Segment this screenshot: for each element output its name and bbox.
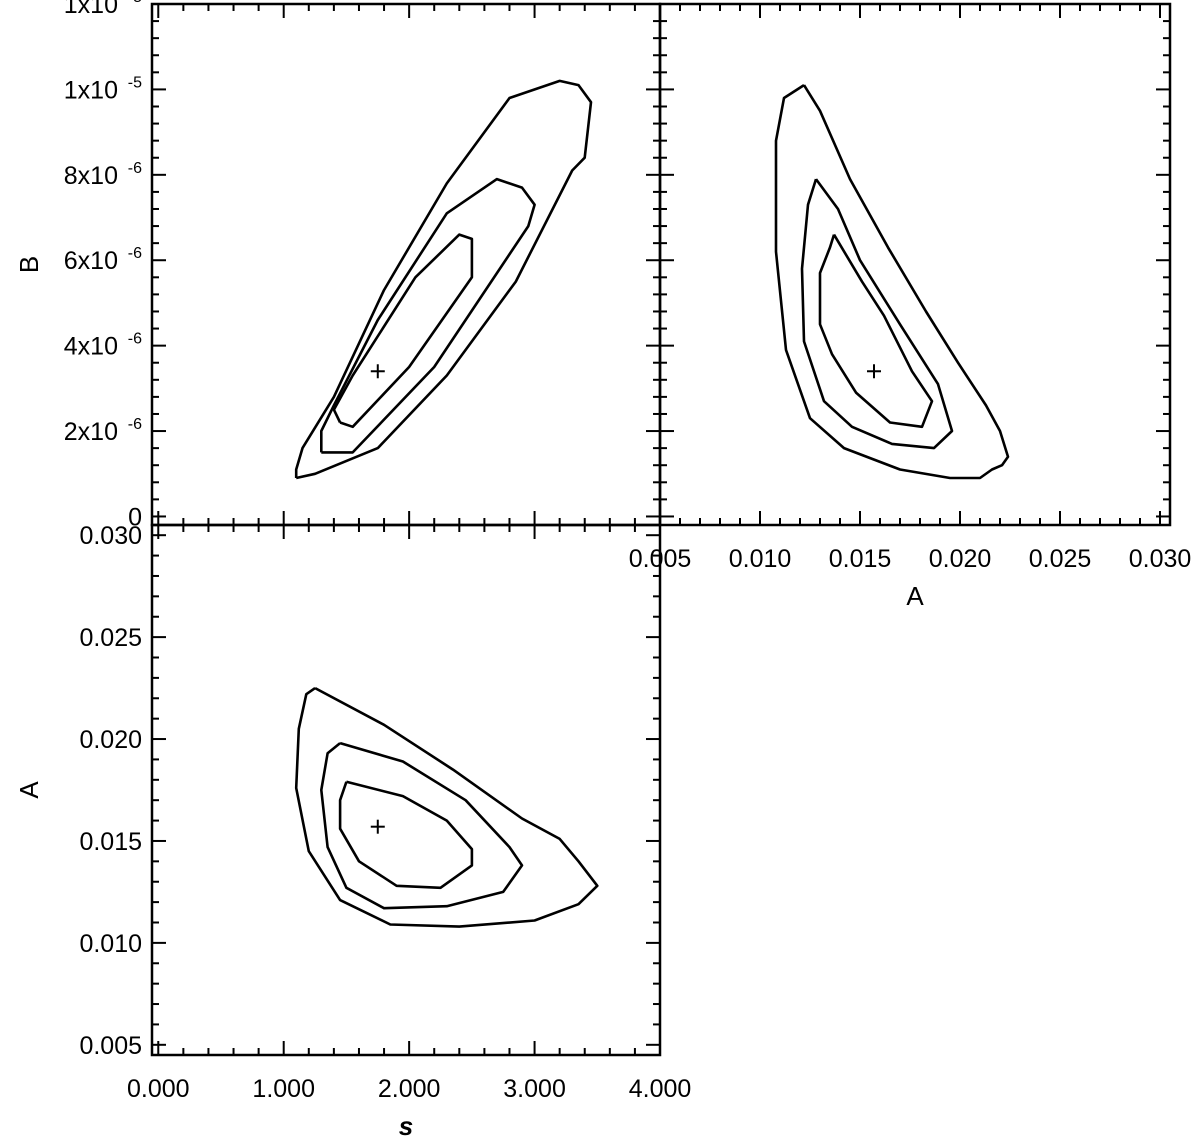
y-tick-label: 0.010 (79, 930, 142, 958)
x-tick-label: 2.000 (378, 1075, 441, 1103)
panel-s-vs-a: 0.005 0.010 0.015 0.020 0.025 0.030 0.000 1.000… (14, 522, 691, 1136)
x-tick-label: 3.000 (503, 1075, 566, 1103)
y-tick-exponent: -6 (128, 160, 142, 177)
plot-frame (658, 2, 1172, 527)
y-tick-label: 0.020 (79, 726, 142, 754)
x-tick-label: 0.010 (729, 545, 792, 573)
contour-inner (338, 780, 474, 890)
contour-middle (319, 177, 536, 454)
contour-middle (800, 178, 954, 450)
y-tick-label: 4x10 (64, 333, 118, 361)
x-tick-label: 0.000 (127, 1075, 190, 1103)
y-tick-exponent: -6 (128, 245, 142, 262)
x-tick-label: 0.030 (1129, 545, 1192, 573)
y-axis-title: A (14, 781, 44, 799)
y-tick-label: 8x10 (64, 162, 118, 190)
y-tick-label: 0.015 (79, 828, 142, 856)
x-tick-label: 0.015 (829, 545, 892, 573)
y-tick-exponent: -5 (128, 74, 142, 91)
y-axis-title: B (14, 256, 44, 273)
x-tick-label: 0.025 (1029, 545, 1092, 573)
y-tick-label: 2x10 (64, 418, 118, 446)
x-tick-label: 1.000 (252, 1075, 315, 1103)
contour-outer (294, 79, 593, 480)
y-tick-label: 0.005 (79, 1032, 142, 1060)
y-tick-exponent: -6 (128, 331, 142, 348)
contour-outer (774, 84, 1010, 480)
y-tick-exponent: -5 (128, 0, 142, 6)
contour-inner (332, 233, 474, 429)
contour-inner (818, 233, 934, 429)
y-tick-label: 0 (128, 503, 142, 531)
x-axis-title: s (399, 1111, 413, 1136)
x-axis-title: A (906, 581, 924, 611)
y-tick-label: 0.025 (79, 624, 142, 652)
y-tick-exponent: -6 (128, 416, 142, 433)
contour-outer (294, 686, 599, 928)
x-tick-label: 0.020 (929, 545, 992, 573)
y-tick-label: 1x10 (64, 76, 118, 104)
panel-s-vs-b: 0 2x10 -6 4x10 -6 6x10 -6 8x10 -6 1x10 -5 1x10 -5 B (14, 0, 662, 531)
x-tick-label: 4.000 (629, 1075, 692, 1103)
contour-middle (319, 741, 524, 910)
y-tick-label: 1x10 (64, 0, 118, 19)
y-tick-label: 0.030 (79, 522, 142, 550)
y-tick-label: 6x10 (64, 247, 118, 275)
plot-frame (150, 2, 662, 527)
plot-frame (150, 523, 662, 1057)
